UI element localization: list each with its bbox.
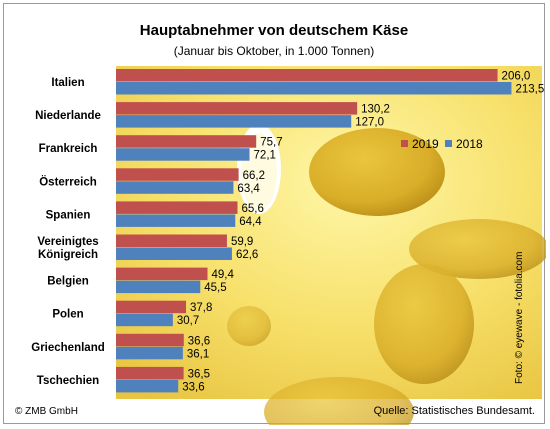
category-label: Spanien (46, 209, 91, 221)
bar-2019 (116, 168, 239, 181)
bar-chart: Hauptabnehmer von deutschem Käse (Januar… (15, 22, 546, 425)
data-label-2019: 36,6 (188, 335, 210, 347)
bar-2019 (116, 135, 257, 148)
data-label-2019: 206,0 (502, 71, 531, 83)
category-label: Griechenland (31, 342, 105, 354)
bar-2019 (116, 300, 187, 314)
category-label: Königreich (38, 249, 98, 261)
category-label: Frankreich (39, 143, 98, 155)
data-label-2018: 127,0 (355, 117, 384, 129)
bar-2019 (116, 69, 498, 82)
data-label-2018: 45,5 (204, 282, 226, 294)
bar-2019 (116, 366, 184, 380)
category-label: Polen (52, 309, 83, 321)
bar-2018 (116, 313, 173, 327)
data-label-2018: 30,7 (177, 315, 199, 327)
data-label-2019: 130,2 (361, 104, 390, 116)
category-labels: Italien Niederlande Frankreich Österreich Sp… (31, 77, 105, 387)
data-label-2019: 59,9 (231, 236, 253, 248)
data-label-2018: 62,6 (236, 249, 258, 261)
bar-2018 (116, 379, 179, 393)
bar-2018 (116, 247, 232, 260)
bar-2018 (116, 280, 201, 294)
bar-2019 (116, 102, 358, 115)
bar-2018 (116, 82, 512, 95)
data-label-2019: 75,7 (260, 137, 282, 149)
chart-frame: Hauptabnehmer von deutschem Käse (Januar… (3, 3, 546, 425)
data-label-2018: 63,4 (237, 183, 260, 195)
category-label: Belgien (47, 276, 89, 288)
bar-2019 (116, 234, 227, 247)
data-label-2018: 36,1 (187, 348, 209, 360)
bar-2018 (116, 346, 183, 360)
data-label-2019: 49,4 (211, 269, 234, 281)
data-label-2019: 65,6 (242, 203, 264, 215)
category-label: Österreich (39, 175, 97, 188)
legend: 2019 2018 (401, 137, 483, 151)
legend-swatch-2018 (445, 140, 452, 147)
legend-swatch-2019 (401, 140, 408, 147)
copyright-text: © ZMB GmbH (15, 406, 78, 417)
bar-2019 (116, 267, 208, 281)
category-label: Tschechien (37, 375, 99, 387)
bar-2019 (116, 333, 184, 347)
data-label-2018: 64,4 (239, 216, 262, 228)
legend-label-2019: 2019 (412, 137, 439, 151)
bar-2018 (116, 148, 250, 161)
source-text: Quelle: Statistisches Bundesamt. (374, 405, 535, 417)
bar-2018 (116, 214, 236, 227)
chart-subtitle: (Januar bis Oktober, in 1.000 Tonnen) (174, 44, 375, 58)
data-label-2019: 37,8 (190, 302, 212, 314)
data-label-2018: 72,1 (254, 150, 276, 162)
legend-label-2018: 2018 (456, 137, 483, 151)
category-label: Italien (51, 77, 84, 89)
bar-2018 (116, 115, 352, 128)
photo-credit: Foto: © eyewave - fotolia.com (514, 252, 525, 384)
category-label: Niederlande (35, 110, 101, 122)
data-label-2019: 36,5 (188, 368, 210, 380)
category-label: Vereinigtes (37, 236, 98, 248)
chart-title: Hauptabnehmer von deutschem Käse (140, 22, 408, 39)
bar-2019 (116, 201, 238, 214)
data-label-2019: 66,2 (243, 170, 265, 182)
data-label-2018: 33,6 (182, 381, 204, 393)
bar-2018 (116, 181, 234, 194)
data-label-2018: 213,5 (515, 84, 544, 96)
